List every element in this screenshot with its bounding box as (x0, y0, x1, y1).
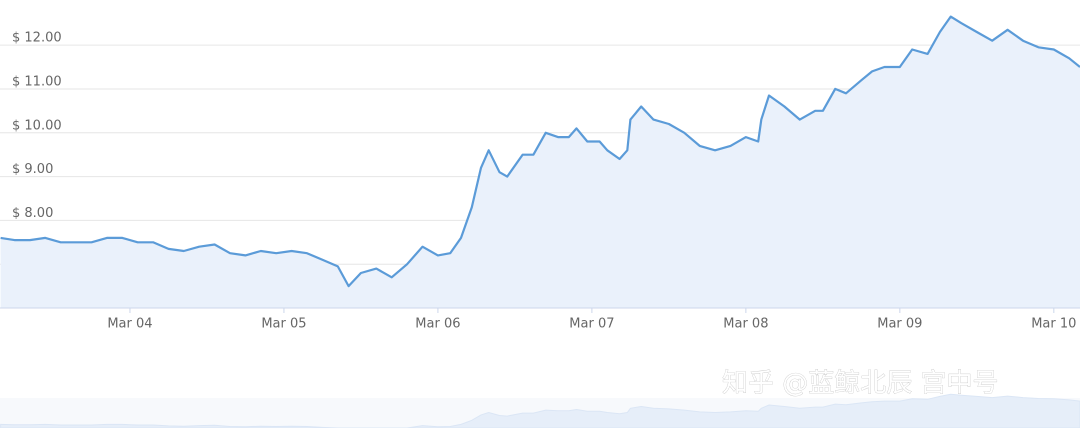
line (0, 15, 1080, 288)
x-tick-label: Mar 05 (261, 317, 306, 332)
x-tick-label: Mar 08 (723, 317, 768, 332)
y-tick-label: $ 8.00 (12, 206, 53, 221)
area (0, 16, 1080, 308)
y-tick-label: $ 9.00 (12, 162, 53, 177)
y-tick-label: $ 12.00 (12, 31, 62, 46)
x-tick-label: Mar 06 (415, 317, 460, 332)
x-tick-label: Mar 07 (569, 317, 614, 332)
x-tick-label: Mar 04 (107, 317, 152, 332)
y-tick-label: $ 11.00 (12, 74, 62, 89)
x-tick-label: Mar 09 (877, 317, 922, 332)
x-tick-label: Mar 10 (1031, 317, 1076, 332)
y-tick-label: $ 10.00 (12, 118, 62, 133)
watermark: 知乎 @蓝鲸北辰 宫中号 (722, 369, 999, 399)
navigator-area (0, 393, 1080, 428)
